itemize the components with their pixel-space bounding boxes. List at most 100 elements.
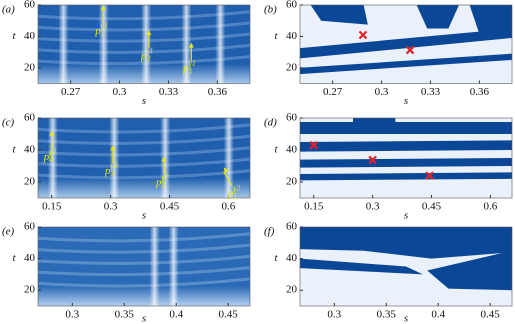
frame [37,4,251,84]
streak [141,5,152,84]
x-tick-label: 0.3 [375,86,389,98]
annotation-sup: γ1 [146,46,153,55]
y-tick-label: 20 [286,176,298,188]
streak [160,118,171,198]
y-label: t [274,30,278,42]
heatmap [38,227,250,306]
x-label: s [142,313,146,324]
x-tick-label: 0.33 [421,86,441,98]
streak [98,5,109,84]
annotation: p3γ1 [94,21,108,38]
plot-area [300,118,512,198]
streak [58,5,69,84]
x-tick-label: 0.45 [160,201,180,213]
y-label: t [274,252,278,264]
y-tick-label: 20 [24,61,36,73]
x-tick-label: 0.6 [222,201,236,213]
y-tick-label: 60 [24,221,36,233]
x-tick-label: 0.15 [42,201,62,213]
annotation: p1γ2 [227,183,241,200]
annotation: p1γ1 [182,59,196,76]
y-tick-label: 60 [24,112,36,124]
y-tick-label: 20 [286,284,298,296]
arrow-head [161,156,167,162]
annotation-base: p [43,150,50,162]
y-tick-label: 40 [286,252,298,264]
y-tick-label: 20 [286,61,298,73]
x-tick-label: 0.3 [327,309,341,321]
annotation-base: p [140,50,147,62]
region [300,158,512,168]
y-tick-label: 60 [286,221,298,233]
x-label: s [404,210,408,222]
arrow-head [100,5,106,10]
annotation: p3γ2 [104,161,118,178]
arrow [223,171,233,186]
contour [38,277,250,288]
streak [223,118,234,198]
region [310,5,368,25]
annotation-sup: γ2 [233,183,240,192]
x-tick-label: 0.4 [431,309,445,321]
contour [38,243,250,254]
region [353,118,396,130]
x-tick-label: 0.33 [159,86,179,98]
annotation-base: p [155,176,162,188]
x-tick-label: 0.6 [484,201,498,213]
marker [425,171,434,180]
x-label: s [142,95,146,107]
x-tick-label: 0.35 [115,309,135,321]
x-label: s [142,210,146,222]
x-tick-label: 0.36 [208,86,228,98]
panel-label: (a) [2,4,15,16]
annotation-base: p [182,62,189,74]
x-tick-label: 0.3 [366,201,380,213]
annotation-sub: 1 [189,67,193,76]
y-tick-label: 40 [286,144,298,156]
x-tick-label: 0.3 [65,309,79,321]
frame [37,117,251,199]
region [300,140,512,152]
streak [181,5,192,84]
x-tick-label: 0.45 [422,201,442,213]
annotation: p4γ2 [43,147,57,164]
annotation-sub: 2 [162,180,166,189]
x-tick-label: 0.3 [104,201,118,213]
arrow-head [49,130,55,136]
region [300,258,423,275]
marker [368,155,377,165]
x-tick-label: 0.15 [304,201,324,213]
marker [358,30,368,40]
annotation-sub: 3 [101,29,105,38]
region [300,172,512,181]
y-tick-label: 40 [24,30,36,42]
y-tick-label: 20 [24,176,36,188]
plot-area [300,5,512,84]
region [469,5,512,37]
x-tick-label: 0.27 [323,86,343,98]
frame [299,4,513,84]
annotation-sup: γ1 [189,59,196,68]
annotation-sup: γ2 [110,161,117,170]
annotation-sub: 3 [110,169,114,178]
y-label: t [12,30,16,42]
arrow-head [223,167,229,174]
x-tick-label: 0.45 [481,309,501,321]
annotation: p2γ1 [140,46,154,63]
marker [309,140,319,150]
streak [47,118,58,198]
plot-area [300,227,512,306]
annotation-base: p [104,165,111,177]
annotation-sub: 2 [146,54,150,63]
x-tick-label: 0.27 [61,86,81,98]
streak [149,227,160,306]
annotation-sub: 1 [233,191,237,200]
annotation-sup: γ1 [101,21,108,30]
heatmap [38,118,250,198]
region [300,28,512,59]
x-tick-label: 0.36 [470,86,490,98]
streak [109,118,120,198]
x-label: s [404,95,408,107]
frame [299,117,513,199]
